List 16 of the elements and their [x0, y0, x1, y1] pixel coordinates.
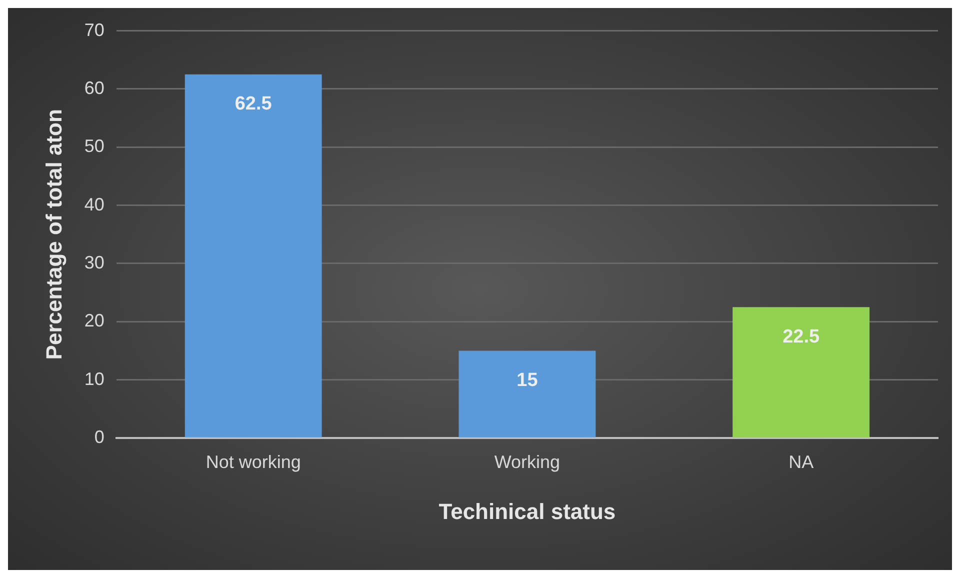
x-tick-label: NA	[788, 452, 814, 472]
x-tick-label: Working	[494, 452, 560, 472]
y-tick-label: 30	[84, 252, 104, 272]
y-tick-label: 50	[84, 136, 104, 156]
y-tick-label: 40	[84, 194, 104, 214]
y-tick-label: 20	[84, 310, 104, 331]
data-label: 62.5	[234, 94, 272, 115]
y-tick-label: 0	[94, 426, 104, 447]
y-tick-label: 60	[84, 78, 104, 98]
x-tick-label: Not working	[206, 452, 301, 472]
y-tick-label: 10	[84, 368, 104, 389]
data-label: 15	[516, 370, 538, 391]
y-tick-label: 70	[84, 20, 104, 40]
data-label: 22.5	[782, 326, 820, 348]
y-axis-title: Percentage of total aton	[41, 109, 66, 360]
x-axis-title: Techinical status	[438, 498, 616, 524]
